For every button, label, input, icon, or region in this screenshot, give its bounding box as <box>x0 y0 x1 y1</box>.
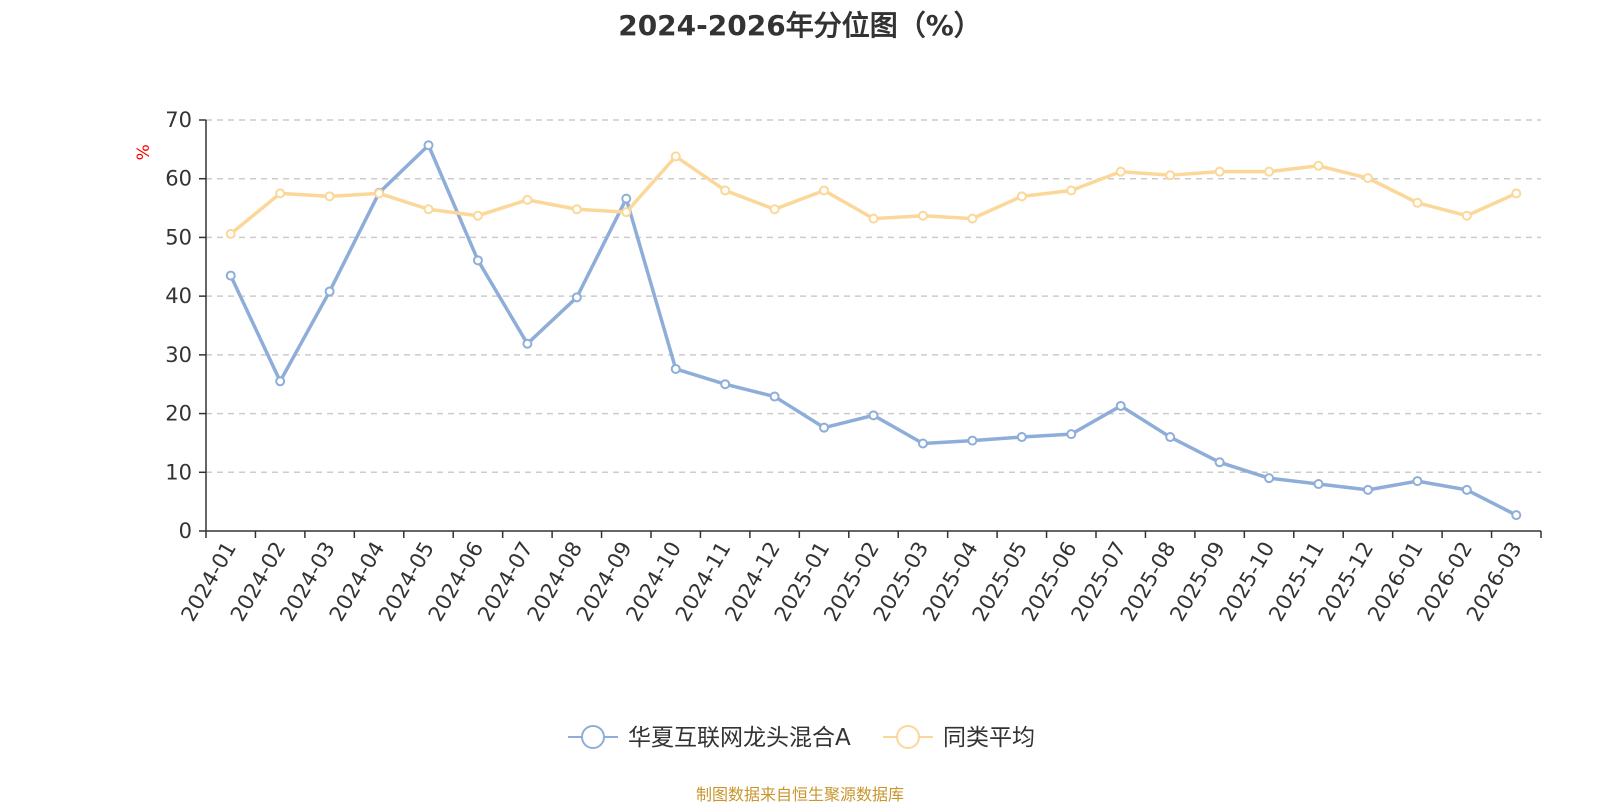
data-point <box>720 379 731 390</box>
data-point <box>275 188 286 199</box>
data-point <box>1412 476 1423 487</box>
data-point <box>1066 429 1077 440</box>
series-line <box>229 143 1518 517</box>
data-point <box>868 213 879 224</box>
data-point <box>225 270 236 281</box>
legend-label: 同类平均 <box>943 725 1035 751</box>
data-point <box>225 228 236 239</box>
data-point <box>621 193 632 204</box>
series-0 <box>225 140 1522 521</box>
data-point <box>621 207 632 218</box>
data-point <box>917 210 928 221</box>
legend-item-0[interactable]: 华夏互联网龙头混合A <box>568 725 851 751</box>
data-point <box>868 410 879 421</box>
data-point <box>571 292 582 303</box>
y-tick-label: 30 <box>165 343 192 367</box>
series-1 <box>225 151 1522 239</box>
y-tick-label: 50 <box>165 225 192 249</box>
grid-lines <box>206 119 1541 474</box>
data-point <box>1264 473 1275 484</box>
data-point <box>967 213 978 224</box>
data-point <box>522 194 533 205</box>
data-point <box>1362 173 1373 184</box>
data-point <box>423 204 434 215</box>
data-point <box>1066 185 1077 196</box>
chart-title: 2024-2026年分位图（%） <box>618 9 982 42</box>
series-lines <box>225 140 1522 521</box>
data-point <box>522 338 533 349</box>
data-point <box>1016 432 1027 443</box>
data-point <box>769 391 780 402</box>
data-point <box>917 438 928 449</box>
data-point <box>1461 210 1472 221</box>
y-tick-label: 0 <box>179 519 192 543</box>
data-point <box>1313 160 1324 171</box>
legend[interactable]: 华夏互联网龙头混合A 同类平均 <box>568 725 1035 751</box>
data-point <box>720 185 731 196</box>
legend-label: 华夏互联网龙头混合A <box>628 725 851 751</box>
data-point <box>374 188 385 199</box>
y-tick-label: 40 <box>165 284 192 308</box>
data-point <box>819 185 830 196</box>
data-point <box>670 363 681 374</box>
source-note: 制图数据来自恒生聚源数据库 <box>695 785 904 804</box>
data-point <box>1362 484 1373 495</box>
data-point <box>1313 479 1324 490</box>
data-point <box>769 204 780 215</box>
data-point <box>1511 510 1522 521</box>
data-point <box>1461 484 1472 495</box>
legend-marker-icon <box>581 725 605 749</box>
y-tick-label: 10 <box>165 460 192 484</box>
data-point <box>1165 432 1176 443</box>
legend-marker-icon <box>896 725 920 749</box>
data-point <box>472 255 483 266</box>
y-tick-label: 70 <box>165 108 192 132</box>
data-point <box>1214 457 1225 468</box>
data-point <box>324 191 335 202</box>
y-tick-label: 20 <box>165 402 192 426</box>
y-axis-label: % <box>134 144 154 160</box>
data-point <box>1412 197 1423 208</box>
data-point <box>967 435 978 446</box>
data-point <box>1115 400 1126 411</box>
data-point <box>423 140 434 151</box>
data-point <box>571 204 582 215</box>
data-point <box>472 210 483 221</box>
data-point <box>670 151 681 162</box>
data-point <box>275 376 286 387</box>
axes: 010203040506070%2024-012024-022024-03202… <box>134 108 1542 625</box>
data-point <box>1511 188 1522 199</box>
data-point <box>1214 166 1225 177</box>
data-point <box>819 422 830 433</box>
data-point <box>324 286 335 297</box>
legend-item-1[interactable]: 同类平均 <box>883 725 1035 751</box>
data-point <box>1264 166 1275 177</box>
y-tick-label: 60 <box>165 167 192 191</box>
data-point <box>1165 170 1176 181</box>
data-point <box>1016 191 1027 202</box>
data-point <box>1115 166 1126 177</box>
